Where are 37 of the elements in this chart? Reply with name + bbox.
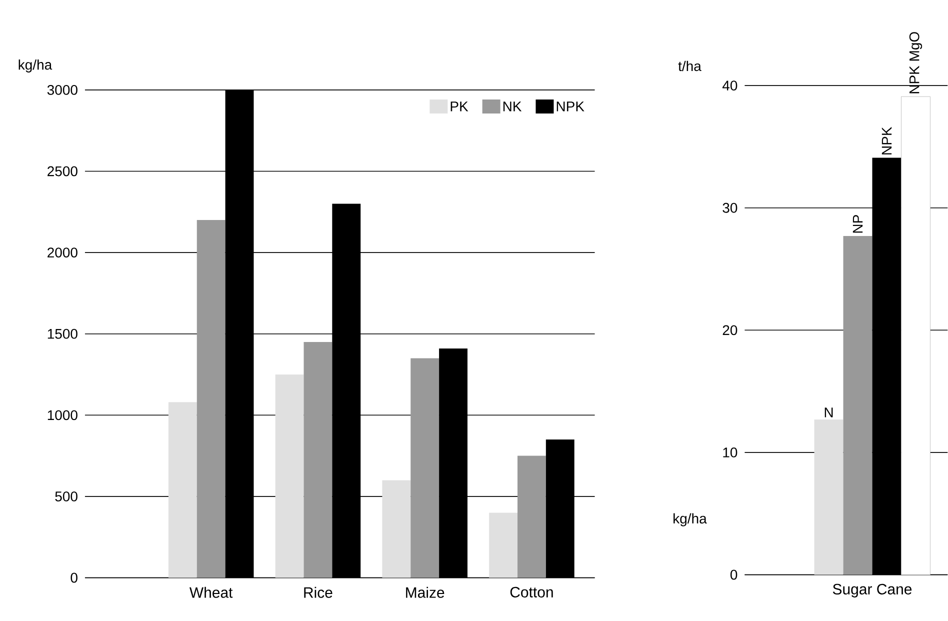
- text: kg/ha: [674, 513, 707, 526]
- bar: [410, 358, 440, 578]
- y-axis-title: kg/ha: [18, 60, 52, 73]
- y-tick-label: 500: [55, 492, 78, 502]
- bar: [275, 374, 304, 578]
- bar: [168, 402, 197, 578]
- legend-label: NK: [503, 102, 522, 112]
- y-tick-label: 1500: [48, 329, 78, 339]
- bar: [196, 220, 226, 578]
- bar: [304, 342, 332, 578]
- y-tick-label: 40: [722, 80, 738, 91]
- bar: [843, 236, 872, 575]
- y-tick-label: 30: [722, 203, 738, 213]
- y-tick-label: 0: [730, 570, 738, 580]
- y-tick-label: 20: [722, 325, 738, 336]
- legend-label: PK: [450, 102, 468, 112]
- x-tick-label: Rice: [304, 586, 332, 598]
- y-tick-label: 10: [723, 448, 738, 458]
- x-tick-label: Sugar Cane: [832, 584, 912, 598]
- x-tick-label: Wheat: [189, 586, 233, 598]
- text: NP: [852, 215, 863, 233]
- y-tick-label: 3000: [47, 85, 78, 96]
- y-axis-title: t/ha: [678, 60, 702, 72]
- series-label: N: [824, 408, 833, 418]
- bar: [489, 512, 518, 578]
- bar: [382, 480, 411, 578]
- bar: [814, 420, 844, 575]
- y-tick-label: 1000: [48, 410, 78, 420]
- bar: [901, 96, 930, 576]
- y-tick-label: 2000: [48, 248, 78, 258]
- y-tick-label: 0: [70, 572, 78, 583]
- y-tick-label: 2500: [48, 166, 78, 176]
- legend-label: NPK: [556, 102, 584, 112]
- x-tick-label: Maize: [406, 586, 444, 598]
- bar: [517, 456, 546, 578]
- x-tick-label: Cotton: [510, 586, 553, 598]
- text: NPK: [882, 127, 892, 154]
